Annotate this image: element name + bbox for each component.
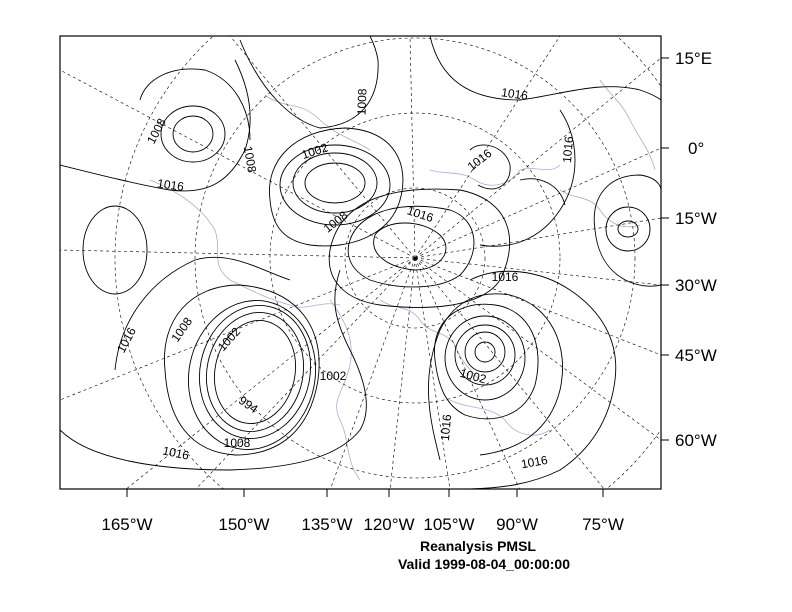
isobar-low-sw-ring-2 <box>205 312 305 432</box>
isobar-low-east-ring-1 <box>464 331 506 373</box>
isobar-low-far-east-core <box>617 220 639 238</box>
contour-label: 1002 <box>458 366 488 387</box>
graticule <box>60 36 661 489</box>
contour-label: 1008 <box>241 145 259 174</box>
graticule-meridian-90e <box>229 36 416 259</box>
isobar-1008-arctic <box>239 36 379 129</box>
caption-valid-time: Valid 1999-08-04_00:00:00 <box>397 556 570 572</box>
bottom-label-135w: 135°W <box>301 515 352 534</box>
caption-title: Reanalysis PMSL <box>420 538 536 554</box>
graticule-meridian-135w <box>330 257 416 489</box>
contour-label: 1016 <box>161 443 190 462</box>
graticule-meridian-165w <box>125 257 416 489</box>
graticule-meridian-30e <box>414 36 561 259</box>
graticule-meridian-120w <box>389 257 416 489</box>
right-label-60w: 60°W <box>675 431 717 450</box>
coastline-asia <box>264 94 371 151</box>
contour-label: 1016 <box>492 270 519 284</box>
bottom-label-90w: 90°W <box>496 515 538 534</box>
bottom-label-150w: 150°W <box>218 515 269 534</box>
isobar-low-north-ring-2 <box>292 152 378 214</box>
graticule-lat-80 <box>344 187 486 329</box>
isobar-1016-north <box>429 36 661 101</box>
contour-label: 1016 <box>560 135 576 163</box>
isobar-1016-west <box>60 269 367 471</box>
right-label-0: 0° <box>688 139 704 158</box>
right-label-30w: 30°W <box>675 276 717 295</box>
isobar-low-sw-1008 <box>164 284 320 456</box>
bottom-label-105w: 105°W <box>423 515 474 534</box>
isobar-1016-northwest <box>60 59 251 192</box>
right-label-15w: 15°W <box>675 209 717 228</box>
contour-label: 1016 <box>500 85 529 103</box>
isobar-1008-northwest <box>139 68 251 141</box>
contour-label: 1016 <box>520 453 549 471</box>
isobar-low-sw-ring-4 <box>187 300 317 450</box>
graticule-meridian-15e <box>414 57 661 259</box>
isobar-low-far-east-ring-1 <box>605 206 651 252</box>
isobar-low-nw-outer <box>160 105 226 163</box>
bottom-label-165w: 165°W <box>101 515 152 534</box>
coastline-hudson <box>449 399 551 436</box>
graticule-lat-70 <box>269 112 561 404</box>
isobar-low-north-ring-3 <box>279 144 391 226</box>
graticule-lat-60 <box>194 37 636 479</box>
contour-label: 1008 <box>224 436 251 450</box>
isobar-low-east-ring-2 <box>454 324 516 386</box>
contour-label: 1002 <box>320 369 347 383</box>
bottom-label-75w: 75°W <box>582 515 624 534</box>
graticule-meridian-150w <box>195 257 416 489</box>
graticule-meridian-90w <box>414 257 520 489</box>
coastline-greenland <box>429 164 561 186</box>
isobar-polar-outer <box>328 188 511 308</box>
graticule-meridian-0 <box>414 147 661 259</box>
isobar-1016-northeast <box>479 109 576 247</box>
isobar-1002-east <box>434 303 539 420</box>
coastline-north-america <box>329 299 361 481</box>
graticule-meridian-180 <box>60 257 416 401</box>
isobar-polar-inner <box>373 222 447 271</box>
isobar-east-misc <box>519 178 566 206</box>
isobar-high-west <box>82 205 148 295</box>
bottom-ticks <box>126 489 604 497</box>
contour-label: 1016 <box>156 176 185 194</box>
graticule-meridian-45w <box>414 257 661 356</box>
coastline-arctic <box>149 179 341 308</box>
contour-label: 1016 <box>438 413 454 441</box>
graticule-meridian-30w <box>414 257 661 286</box>
map-frame <box>59 35 662 490</box>
isobar-low-east-ring-3 <box>444 315 526 401</box>
isobar-low-sw-ring-3 <box>198 305 312 439</box>
isobar-low-sw-ring-1 <box>213 320 297 424</box>
right-label-45w: 45°W <box>675 346 717 365</box>
coastline-scandinavia <box>599 79 656 171</box>
isobar-polar-1016 <box>347 205 475 288</box>
graticule-lat-50 <box>114 36 661 489</box>
isobar-1016-east-sweep <box>469 270 617 489</box>
graticule-meridian-60e <box>409 36 416 259</box>
graticule-meridian-75w <box>414 257 605 489</box>
isobars <box>60 36 661 489</box>
isobar-1016-east-low <box>428 293 563 461</box>
contour-label: 1008 <box>355 88 370 115</box>
isobar-1016-ne-loop <box>469 144 511 190</box>
right-ticks <box>661 57 669 441</box>
isobar-low-east-core <box>474 341 496 363</box>
graticule-meridian-170e <box>60 249 416 259</box>
right-label-15e: 15°E <box>675 49 712 68</box>
isobar-low-north-inner <box>304 162 366 204</box>
graticule-meridian-135e <box>60 69 416 259</box>
bottom-label-120w: 120°W <box>363 515 414 534</box>
isobar-far-east-outer <box>593 174 661 287</box>
isobar-1016-west-2 <box>114 256 291 371</box>
isobar-low-nw-inner <box>172 115 214 153</box>
coastline-europe <box>559 189 641 228</box>
